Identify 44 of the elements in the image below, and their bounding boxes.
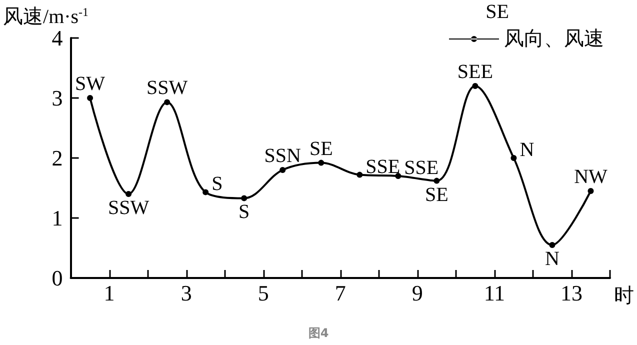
y-tick-label: 1 (52, 206, 63, 230)
annotation: SSE (404, 157, 439, 179)
x-axis-title: 时 (614, 285, 634, 307)
caption: 图4 (308, 326, 329, 340)
annotation: SW (75, 73, 106, 95)
annotation: SSE (366, 156, 400, 178)
annotation: SEE (457, 61, 493, 83)
x-tick-label: 13 (560, 280, 582, 306)
y-tick-label: 0 (52, 266, 63, 290)
annotation: S (212, 173, 223, 196)
point (434, 178, 440, 184)
legend-label: 风向、风速 (504, 28, 604, 50)
annotation: SE (309, 138, 333, 160)
annotation: SSW (108, 197, 150, 219)
point (241, 195, 248, 202)
x-tick-label: 5 (258, 280, 269, 306)
point (510, 155, 517, 161)
point (280, 167, 286, 173)
x-tick-label: 9 (412, 280, 423, 306)
x-tick-label: 11 (484, 280, 506, 306)
x-tick-label: 7 (334, 280, 346, 306)
point (588, 188, 594, 194)
annotation: S (238, 201, 250, 224)
x-tick-label: 1 (104, 280, 115, 306)
point (395, 173, 402, 179)
legend-title: SE (486, 1, 510, 23)
point (164, 99, 170, 106)
annotation: N (545, 248, 560, 270)
point (202, 189, 209, 196)
point (549, 242, 556, 248)
point (472, 83, 478, 89)
y-tick-label: 4 (52, 26, 63, 50)
point (126, 191, 132, 197)
annotation: NW (574, 166, 608, 188)
point (318, 160, 324, 166)
annotation: SSW (146, 77, 188, 100)
point (87, 95, 94, 101)
y-tick-label: 3 (52, 86, 63, 110)
annotation: SE (425, 184, 448, 206)
annotation: N (520, 139, 534, 161)
x-tick-label: 3 (180, 280, 192, 306)
y-tick-label: 2 (52, 146, 63, 170)
point (356, 172, 363, 178)
annotation: SSN (264, 145, 301, 167)
